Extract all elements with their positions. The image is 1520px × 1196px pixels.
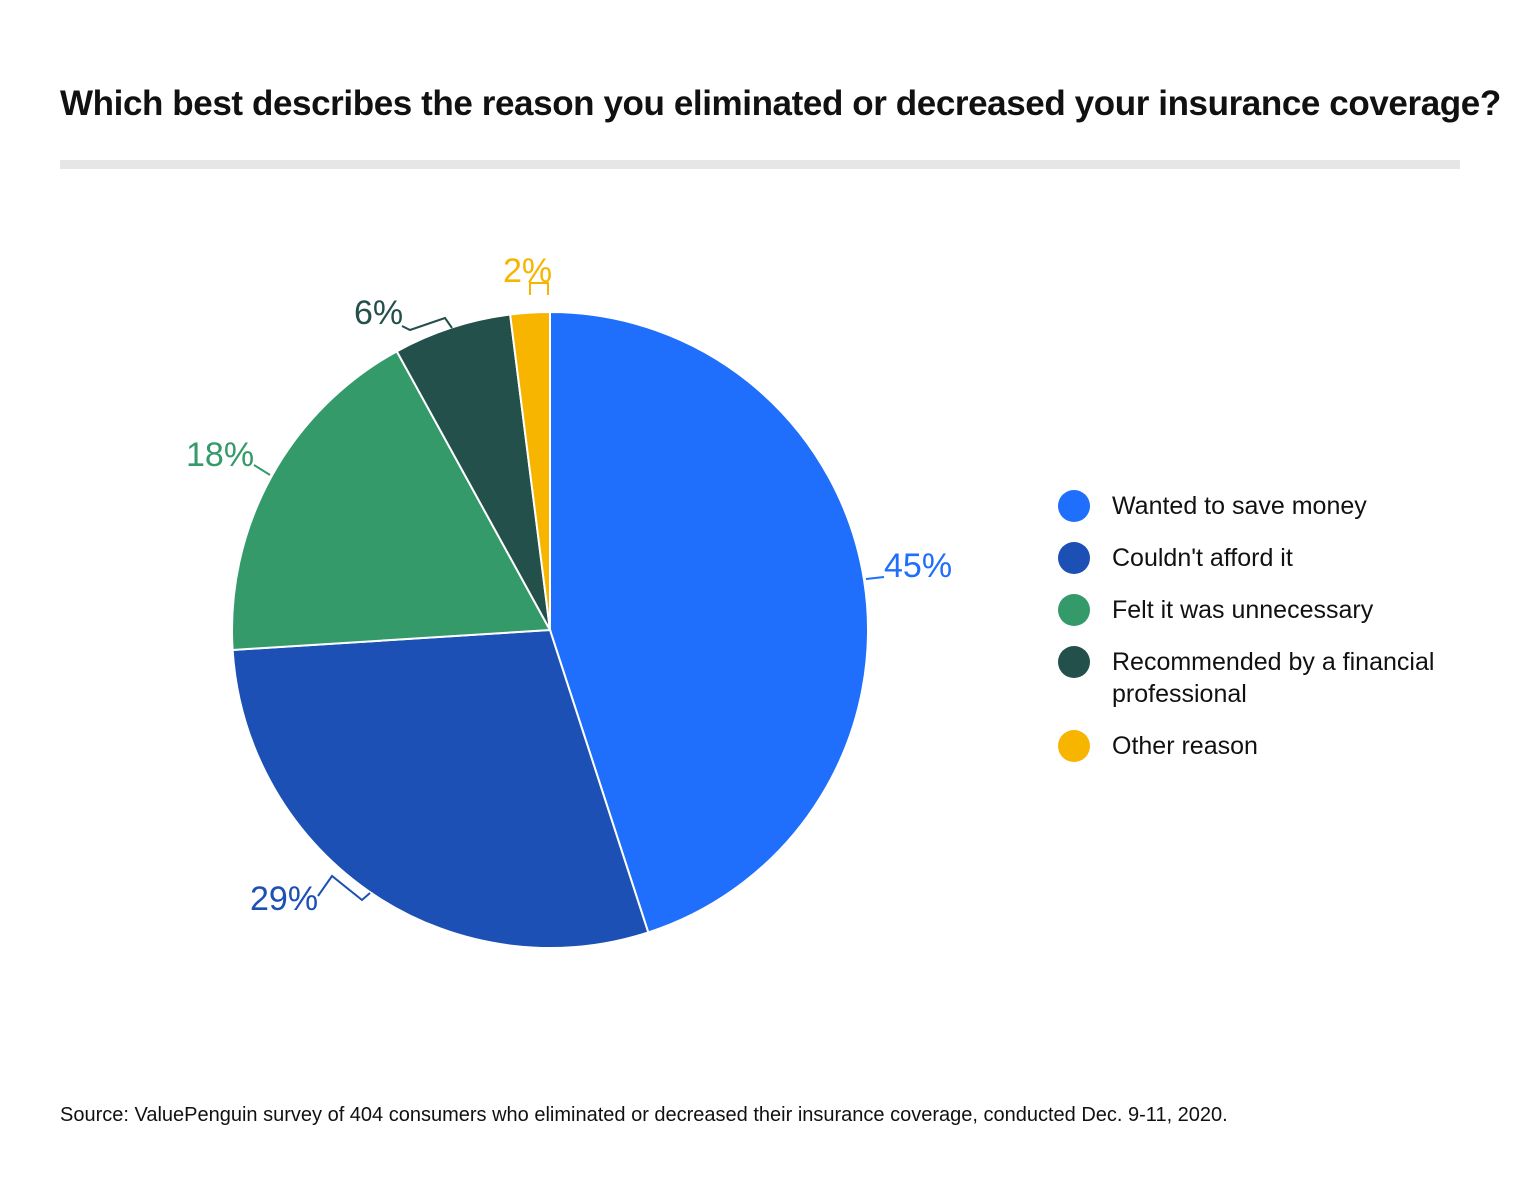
pie-slice-wanted-to-save-money xyxy=(549,310,869,934)
legend-label: Recommended by a financial professional xyxy=(1112,648,1435,708)
value-label-recommended-by-a-financial-professional: 6% xyxy=(354,294,403,332)
slice-value-labels: 45% 29% 18% 6% 2% xyxy=(186,252,952,918)
leader-line-recommended-by-a-financial-professional xyxy=(401,316,453,332)
value-label-other-reason: 2% xyxy=(503,252,552,290)
pie-slice-other-reason xyxy=(509,310,551,631)
legend-swatch xyxy=(1058,730,1090,762)
legend-swatch xyxy=(1058,646,1090,678)
legend-swatch xyxy=(1058,542,1090,574)
pie-slice-couldn-t-afford-it xyxy=(231,628,650,949)
legend-item-wanted-to-save-money: Wanted to save money xyxy=(1058,490,1488,522)
legend-label: Wanted to save money xyxy=(1112,492,1367,520)
value-label-couldn-t-afford-it: 29% xyxy=(250,880,318,918)
legend-label: Felt it was unnecessary xyxy=(1112,596,1374,624)
title-divider xyxy=(60,160,1460,169)
label-leader-lines xyxy=(253,282,885,902)
value-label-wanted-to-save-money: 45% xyxy=(884,547,952,585)
legend-item-couldn-t-afford-it: Couldn't afford it xyxy=(1058,542,1488,574)
legend-item-recommended-by-a-financial-professional: Recommended by a financial professional xyxy=(1058,646,1488,710)
source-note: Source: ValuePenguin survey of 404 consu… xyxy=(60,1104,1228,1126)
value-label-felt-it-was-unnecessary: 18% xyxy=(186,436,254,474)
legend-swatch xyxy=(1058,490,1090,522)
pie-slices xyxy=(231,310,869,949)
legend-item-felt-it-was-unnecessary: Felt it was unnecessary xyxy=(1058,594,1488,626)
leader-line-wanted-to-save-money xyxy=(865,576,885,580)
leader-line-couldn-t-afford-it xyxy=(317,874,371,902)
pie-slice-felt-it-was-unnecessary xyxy=(231,349,552,652)
legend-label: Other reason xyxy=(1112,732,1258,760)
chart-legend: Wanted to save money Couldn't afford it Fe… xyxy=(1058,490,1488,782)
leader-line-other-reason xyxy=(529,282,549,295)
legend-item-other-reason: Other reason xyxy=(1058,730,1488,762)
legend-label: Couldn't afford it xyxy=(1112,544,1293,572)
leader-line-felt-it-was-unnecessary xyxy=(253,464,271,476)
chart-title: Which best describes the reason you elim… xyxy=(60,84,1501,123)
legend-swatch xyxy=(1058,594,1090,626)
